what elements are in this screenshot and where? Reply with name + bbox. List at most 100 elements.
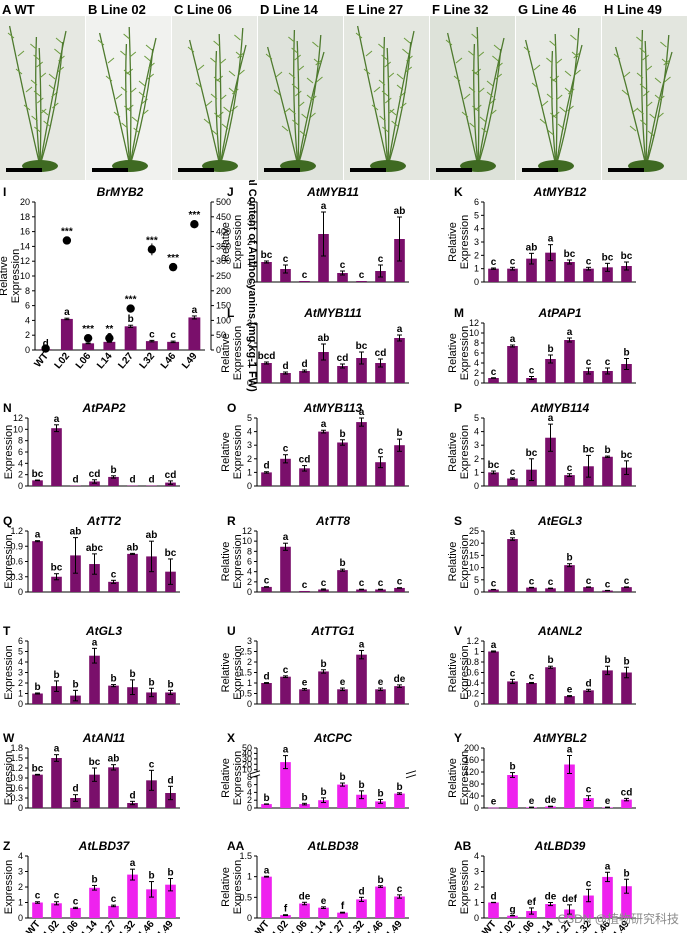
bar xyxy=(51,758,62,808)
bar xyxy=(89,774,100,808)
y-tick-label: 0 xyxy=(25,345,30,355)
y-axis-label: RelativeExpression xyxy=(0,751,15,805)
significance-letter: d xyxy=(72,474,78,485)
y-tick-label: 0.9 xyxy=(10,773,23,783)
significance-letter: a xyxy=(264,865,270,876)
bar xyxy=(337,784,348,808)
significance-letter: b xyxy=(377,788,383,799)
y-axis-label-line: Expression xyxy=(3,860,15,914)
y-tick-label: 14 xyxy=(20,241,30,251)
bar xyxy=(356,422,367,486)
y-tick-label: 1.8 xyxy=(10,743,23,753)
scale-bar xyxy=(436,168,472,172)
bar xyxy=(356,589,367,592)
significance-letter: b xyxy=(604,445,610,456)
y-tick-label: 0.6 xyxy=(10,557,23,567)
y-tick-label: 1 xyxy=(474,467,479,477)
significance-letter: a xyxy=(491,640,497,651)
chart-title: AtLBD38 xyxy=(307,839,359,853)
significance-letter: def xyxy=(562,894,578,905)
photo-label: F Line 32 xyxy=(432,2,489,17)
significance-letter: c xyxy=(491,257,497,268)
y2-tick-label: 450 xyxy=(216,212,231,222)
significance-letter: a xyxy=(321,201,327,212)
y-tick-label: 50 xyxy=(242,743,252,753)
y-tick-label: 0.5 xyxy=(239,689,252,699)
x-tick-label: L14 xyxy=(309,919,329,933)
panel-letter: M xyxy=(454,306,464,320)
y-tick-label: 6 xyxy=(25,301,30,311)
y-tick-label: 1 xyxy=(247,678,252,688)
bar xyxy=(621,799,632,808)
y-tick-label: 0 xyxy=(18,803,23,813)
x-tick-label: L49 xyxy=(180,351,200,372)
y2-tick-label: 150 xyxy=(216,301,231,311)
y-axis-label-line: Expression xyxy=(459,215,471,269)
y-tick-label: 0.4 xyxy=(466,678,479,688)
significance-stars: *** xyxy=(82,324,94,335)
significance-letter: c xyxy=(73,896,79,907)
y-tick-label: 16 xyxy=(20,227,30,237)
photo-label: D Line 14 xyxy=(260,2,318,17)
chart-title: AtMYBL2 xyxy=(532,731,587,745)
x-tick-label: L27 xyxy=(99,919,119,933)
y-axis-label-line: Relative xyxy=(220,758,232,798)
x-tick-label: L14 xyxy=(95,351,115,372)
significance-letter: bc xyxy=(488,460,500,471)
y-tick-label: 2 xyxy=(474,882,479,892)
chart-w: AtAN11WRelativeExpression00.30.60.91.21.… xyxy=(0,731,180,813)
watermark: CSDN @植物研究科技 xyxy=(557,912,679,926)
bar xyxy=(127,485,138,486)
y-tick-label: 8 xyxy=(247,772,252,782)
bar xyxy=(280,676,291,704)
x-tick-label: L32 xyxy=(347,919,367,933)
x-tick-label: L02 xyxy=(42,919,62,933)
y2-tick-label: 100 xyxy=(216,315,231,325)
y-tick-label: 0.3 xyxy=(10,793,23,803)
x-tick-label: WT xyxy=(480,919,498,933)
y-tick-label: 1.5 xyxy=(239,851,252,861)
significance-letter: f xyxy=(284,904,288,915)
bar xyxy=(146,889,157,918)
significance-letter: b xyxy=(110,465,116,476)
y-tick-label: 8 xyxy=(474,338,479,348)
panel-letter: J xyxy=(227,185,234,199)
significance-letter: c xyxy=(378,254,384,265)
significance-letter: d xyxy=(301,359,307,370)
significance-letter: a xyxy=(567,327,573,338)
y-axis-label: RelativeExpression xyxy=(447,425,471,479)
bar xyxy=(70,555,81,592)
bar xyxy=(89,655,100,704)
bar xyxy=(394,686,405,704)
y-tick-label: 5 xyxy=(474,575,479,585)
x-tick-label: L06 xyxy=(61,919,81,933)
significance-letter: bc xyxy=(51,563,63,574)
bar xyxy=(337,570,348,592)
plant-photo-c: C Line 06 xyxy=(172,0,257,180)
bar xyxy=(146,556,157,592)
significance-letter: a xyxy=(397,324,403,335)
bar xyxy=(127,553,138,592)
bar xyxy=(70,907,81,918)
bar xyxy=(602,670,613,704)
plant-illustration xyxy=(97,26,157,172)
y-tick-label: 2 xyxy=(247,338,252,348)
bar xyxy=(488,268,499,282)
plant-photo-a: A WT xyxy=(0,0,85,180)
axis-break-mark xyxy=(405,770,417,775)
x-tick-label: L14 xyxy=(536,919,556,933)
y-tick-label: 40 xyxy=(469,791,479,801)
bar xyxy=(299,689,310,704)
bar xyxy=(103,341,116,350)
bar xyxy=(165,793,176,808)
significance-letter: d xyxy=(585,678,591,689)
significance-letter: c xyxy=(491,578,497,589)
significance-letter: ef xyxy=(527,897,537,908)
bar xyxy=(375,886,386,918)
y-tick-label: 2 xyxy=(247,795,252,805)
y-axis-label-line: Expression xyxy=(459,860,471,914)
significance-letter: d xyxy=(129,790,135,801)
y-axis-label-line: Relative xyxy=(0,758,3,798)
significance-letter: b xyxy=(509,762,515,773)
bar xyxy=(507,268,518,282)
